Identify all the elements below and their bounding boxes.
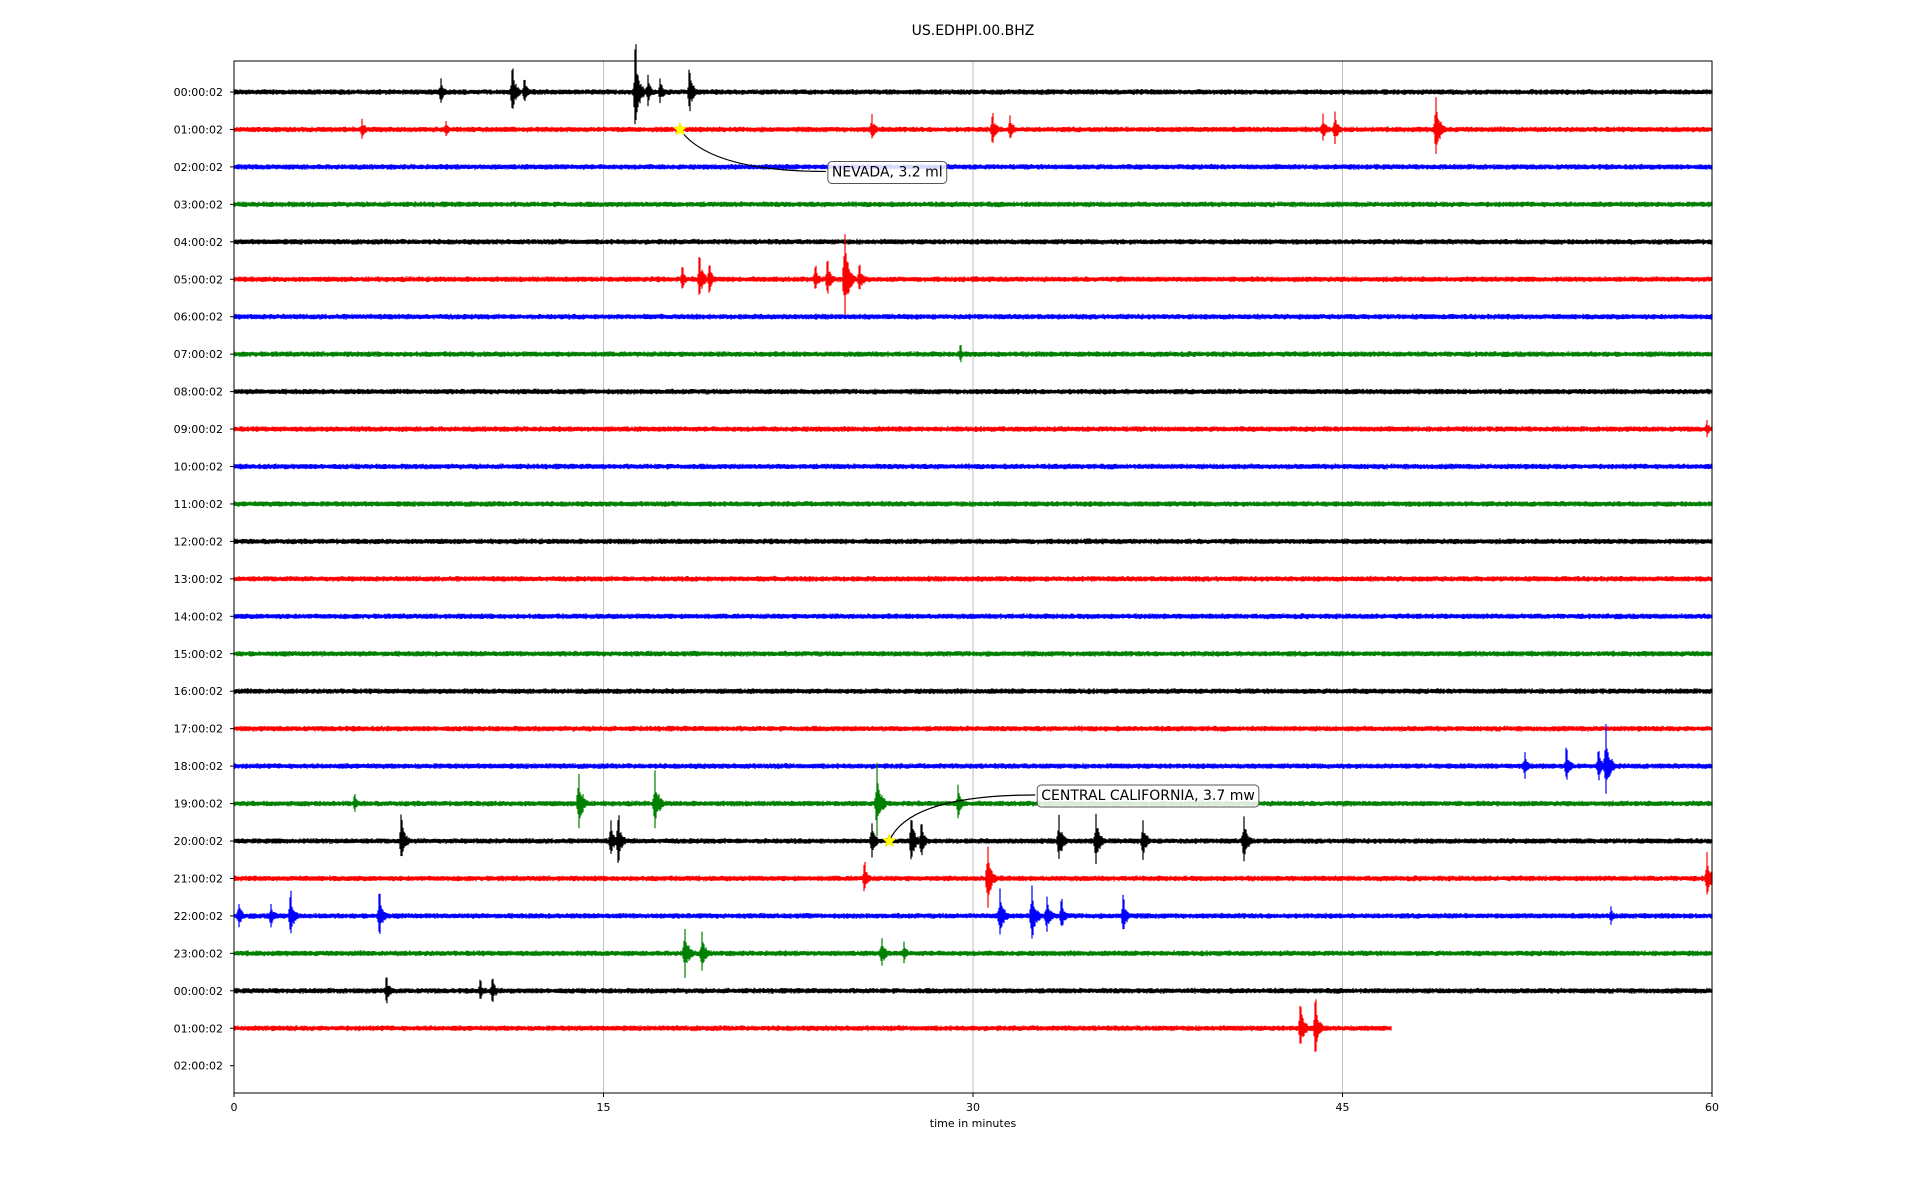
y-tick-label: 10:00:02 (174, 461, 223, 474)
annotation-arrow (888, 794, 1036, 842)
trace-line (233, 238, 1713, 245)
trace-line (233, 999, 1392, 1052)
trace-line (233, 613, 1713, 620)
y-tick-label: 02:00:02 (174, 1060, 223, 1073)
x-tick-label: 15 (597, 1101, 611, 1114)
trace-line (233, 575, 1713, 582)
y-tick-label: 21:00:02 (174, 872, 223, 885)
x-tick-label: 30 (966, 1101, 980, 1114)
y-tick-label: 00:00:02 (174, 86, 223, 99)
y-tick-label: 14:00:02 (174, 610, 223, 623)
y-tick-label: 13:00:02 (174, 573, 223, 586)
y-tick-label: 07:00:02 (174, 348, 223, 361)
annotation-label: NEVADA, 3.2 ml (832, 164, 943, 180)
y-tick-label: 12:00:02 (174, 535, 223, 548)
x-tick-label: 60 (1705, 1101, 1719, 1114)
x-axis-ticks: 0 15 30 45 60 (231, 1093, 1719, 1114)
y-tick-label: 15:00:02 (174, 648, 223, 661)
event-annotations: NEVADA, 3.2 ml CENTRAL CALIFORNIA, 3.7 mw (672, 121, 1260, 848)
x-tick-label: 45 (1336, 1101, 1350, 1114)
chart-title: US.EDHPI.00.BHZ (912, 23, 1035, 39)
y-tick-label: 22:00:02 (174, 910, 223, 923)
event-annotation: CENTRAL CALIFORNIA, 3.7 mw (881, 784, 1260, 848)
y-tick-label: 20:00:02 (174, 835, 223, 848)
x-axis-label: time in minutes (930, 1117, 1017, 1130)
y-tick-label: 08:00:02 (174, 386, 223, 399)
y-tick-label: 11:00:02 (174, 498, 223, 511)
x-tick-label: 0 (231, 1101, 238, 1114)
annotation-box (827, 160, 948, 184)
y-tick-label: 03:00:02 (174, 198, 223, 211)
annotation-box (1036, 784, 1260, 808)
trace-line (233, 500, 1713, 507)
trace-line (233, 650, 1713, 657)
y-tick-label: 16:00:02 (174, 685, 223, 698)
y-tick-label: 09:00:02 (174, 423, 223, 436)
event-annotation: NEVADA, 3.2 ml (672, 121, 948, 184)
star-icon (672, 121, 688, 136)
y-tick-label: 01:00:02 (174, 123, 223, 136)
y-tick-label: 05:00:02 (174, 273, 223, 286)
y-tick-label: 18:00:02 (174, 760, 223, 773)
y-tick-label: 19:00:02 (174, 798, 223, 811)
y-tick-label: 06:00:02 (174, 311, 223, 324)
star-icon (881, 833, 897, 848)
y-tick-label: 23:00:02 (174, 947, 223, 960)
annotation-arrow (679, 129, 826, 173)
y-tick-label: 04:00:02 (174, 236, 223, 249)
y-tick-label: 00:00:02 (174, 985, 223, 998)
y-tick-labels: 00:00:02 01:00:02 02:00:02 03:00:02 04:00:02… (174, 86, 234, 1073)
y-tick-label: 02:00:02 (174, 161, 223, 174)
y-tick-label: 17:00:02 (174, 723, 223, 736)
annotation-label: CENTRAL CALIFORNIA, 3.7 mw (1041, 788, 1255, 804)
y-tick-label: 01:00:02 (174, 1022, 223, 1035)
